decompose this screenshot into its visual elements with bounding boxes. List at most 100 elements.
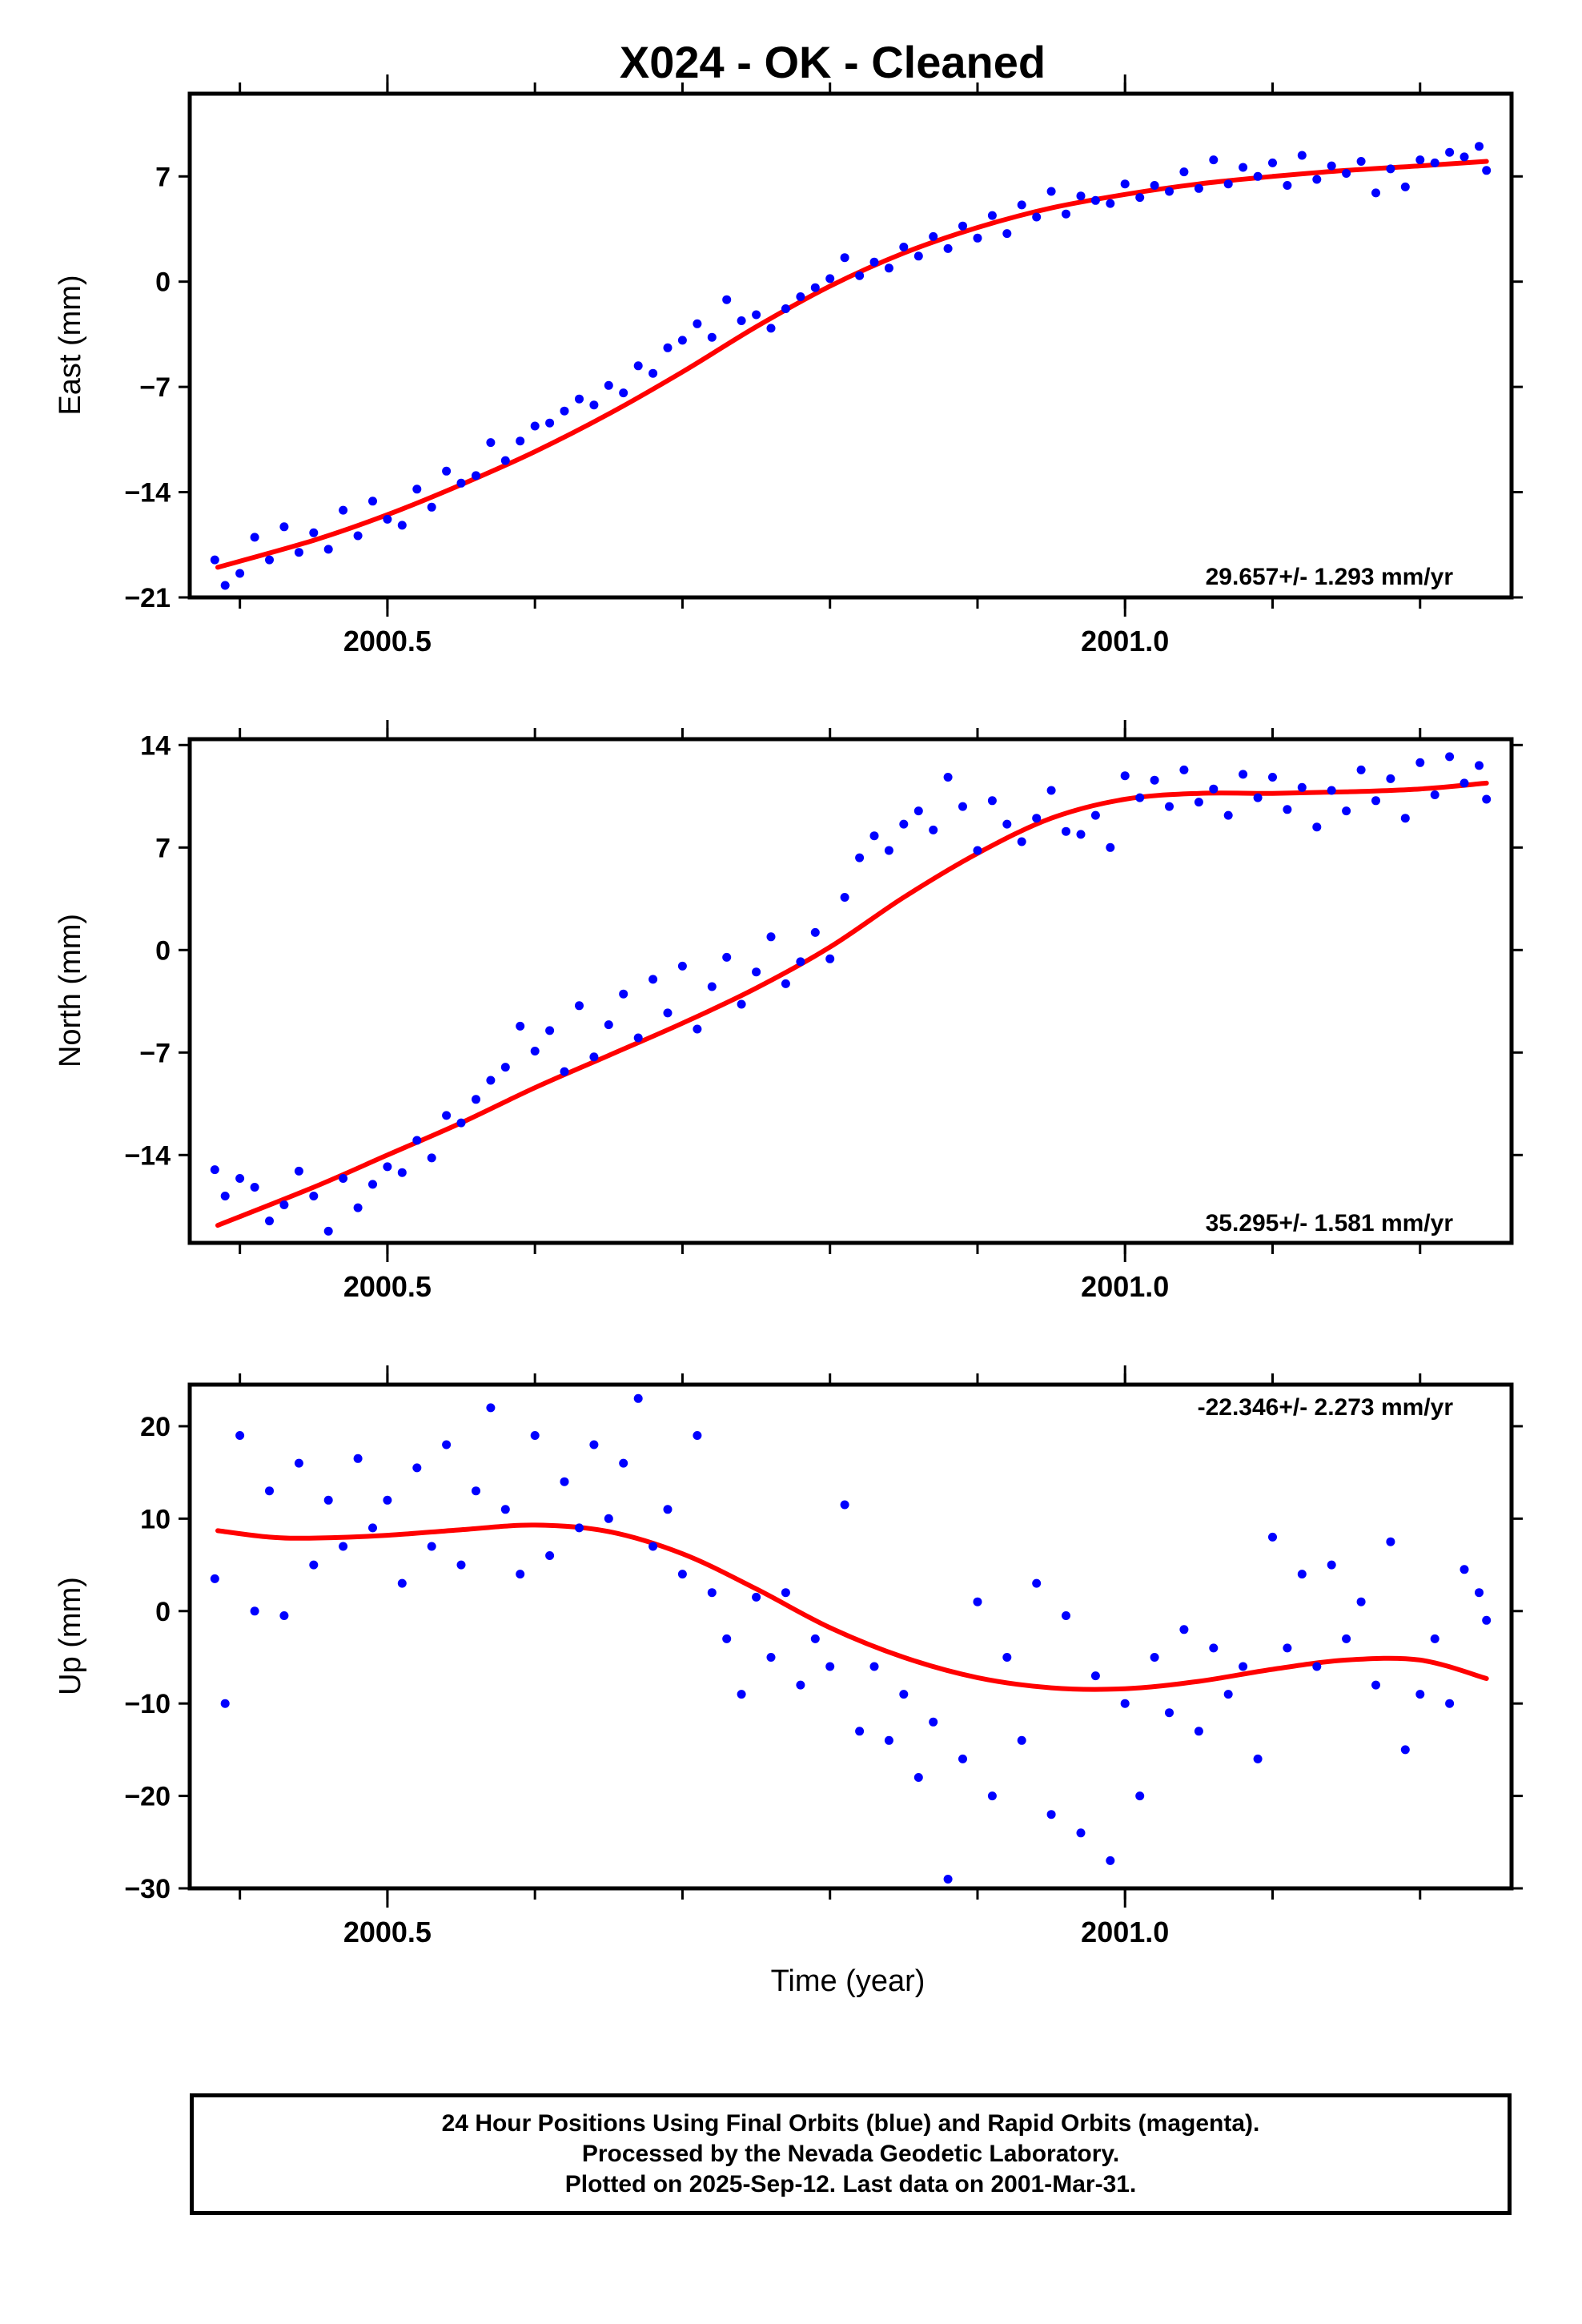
up-data-point xyxy=(929,1717,938,1727)
up-data-point xyxy=(943,1875,953,1884)
up-ytick-label: −30 xyxy=(124,1874,171,1904)
up-data-point xyxy=(235,1431,245,1440)
east-data-point xyxy=(1062,209,1070,219)
east-data-point xyxy=(943,243,953,253)
east-data-point xyxy=(1327,161,1336,171)
east-data-point xyxy=(899,243,909,251)
up-data-point xyxy=(619,1458,628,1468)
east-fit-group xyxy=(215,159,1489,570)
east-data-point xyxy=(1371,188,1380,198)
north-data-point xyxy=(309,1192,319,1200)
up-data-point xyxy=(958,1754,967,1763)
east-ticks: −21 −14 −7 0 7 2000.5 2001.0 xyxy=(124,74,1523,657)
north-data-point xyxy=(810,927,820,937)
east-data-point xyxy=(958,221,967,231)
up-points xyxy=(210,1393,1492,1884)
north-ytick-label: −14 xyxy=(124,1140,171,1171)
north-data-point xyxy=(323,1226,333,1236)
up-data-point xyxy=(397,1578,407,1588)
up-data-point xyxy=(633,1393,643,1403)
north-data-point xyxy=(1223,810,1233,820)
north-data-point xyxy=(1460,778,1469,788)
east-data-point xyxy=(575,394,584,404)
up-data-point xyxy=(456,1560,466,1570)
north-data-point xyxy=(235,1174,245,1183)
east-data-point xyxy=(693,319,702,328)
north-data-point xyxy=(1415,758,1425,767)
east-data-point xyxy=(677,336,687,345)
north-data-point xyxy=(796,957,805,967)
east-data-point xyxy=(427,502,436,512)
east-data-point xyxy=(1400,182,1410,191)
up-data-point xyxy=(825,1662,835,1671)
north-data-point xyxy=(840,893,849,902)
up-data-point xyxy=(810,1634,820,1643)
east-data-point xyxy=(987,211,997,220)
north-data-point xyxy=(1482,794,1492,804)
up-data-point xyxy=(884,1735,893,1745)
up-ticks: −30 −20 −10 0 10 20 2000.5 2001.0 xyxy=(124,1365,1523,1948)
up-data-point xyxy=(545,1551,555,1560)
up-data-point xyxy=(1415,1690,1425,1699)
up-data-point xyxy=(442,1440,452,1449)
north-data-point xyxy=(663,1008,673,1018)
footer-line-1: 24 Hour Positions Using Final Orbits (bl… xyxy=(441,2110,1260,2137)
north-data-point xyxy=(353,1203,363,1212)
north-data-point xyxy=(456,1118,466,1128)
north-data-point xyxy=(1017,837,1026,846)
north-frame xyxy=(187,737,1514,1245)
north-data-point xyxy=(1400,814,1410,823)
up-data-point xyxy=(722,1634,732,1643)
north-data-point xyxy=(500,1063,510,1072)
north-data-point xyxy=(279,1200,289,1209)
up-data-point xyxy=(1475,1588,1484,1598)
east-data-point xyxy=(1223,179,1233,189)
east-data-point xyxy=(752,310,761,320)
north-data-point xyxy=(368,1180,377,1189)
east-data-point xyxy=(766,324,776,333)
east-data-point xyxy=(235,569,245,578)
north-fit-group xyxy=(215,780,1489,1228)
north-panel: −14 −7 0 7 14 2000.5 2001.0 35.295+/- 1.581 mm… xyxy=(54,720,1523,1303)
east-data-point xyxy=(1120,179,1130,189)
up-data-point xyxy=(575,1523,584,1533)
east-data-point xyxy=(1165,187,1174,196)
up-xtick-label: 2000.5 xyxy=(343,1916,432,1948)
east-data-point xyxy=(500,456,510,465)
north-xtick-label: 2001.0 xyxy=(1081,1270,1169,1303)
east-data-point xyxy=(353,531,363,541)
up-data-point xyxy=(1430,1634,1439,1643)
north-data-point xyxy=(929,825,938,834)
east-data-point xyxy=(560,406,569,416)
east-data-point xyxy=(456,478,466,488)
east-data-point xyxy=(1076,191,1086,201)
north-data-point xyxy=(1445,752,1455,762)
up-data-point xyxy=(1062,1611,1070,1620)
north-data-point xyxy=(1032,814,1042,823)
east-data-point xyxy=(1312,175,1322,184)
north-data-point xyxy=(1106,842,1115,852)
east-data-point xyxy=(1209,155,1219,165)
east-data-point xyxy=(368,497,377,506)
north-data-point xyxy=(1209,784,1219,794)
north-ytick-label: −7 xyxy=(139,1038,171,1068)
east-data-point xyxy=(265,555,274,565)
up-data-point xyxy=(1371,1680,1380,1690)
chart-title: X024 - OK - Cleaned xyxy=(620,37,1046,87)
east-data-point xyxy=(1239,163,1248,172)
east-data-point xyxy=(973,233,982,243)
up-ytick-label: −10 xyxy=(124,1689,171,1719)
east-data-point xyxy=(619,388,628,398)
east-data-point xyxy=(210,555,219,565)
up-panel: −30 −20 −10 0 10 20 2000.5 2001.0 -22.346+/- 2.… xyxy=(54,1365,1523,1948)
east-data-point xyxy=(1253,171,1263,181)
north-data-point xyxy=(1283,805,1292,814)
east-data-point xyxy=(840,253,849,263)
east-data-point xyxy=(1475,142,1484,151)
east-data-point xyxy=(737,316,746,325)
north-ytick-label: 14 xyxy=(140,730,171,761)
north-data-point xyxy=(869,831,879,841)
east-data-point xyxy=(412,485,422,494)
north-data-point xyxy=(1179,765,1189,774)
east-data-point xyxy=(1386,164,1395,174)
